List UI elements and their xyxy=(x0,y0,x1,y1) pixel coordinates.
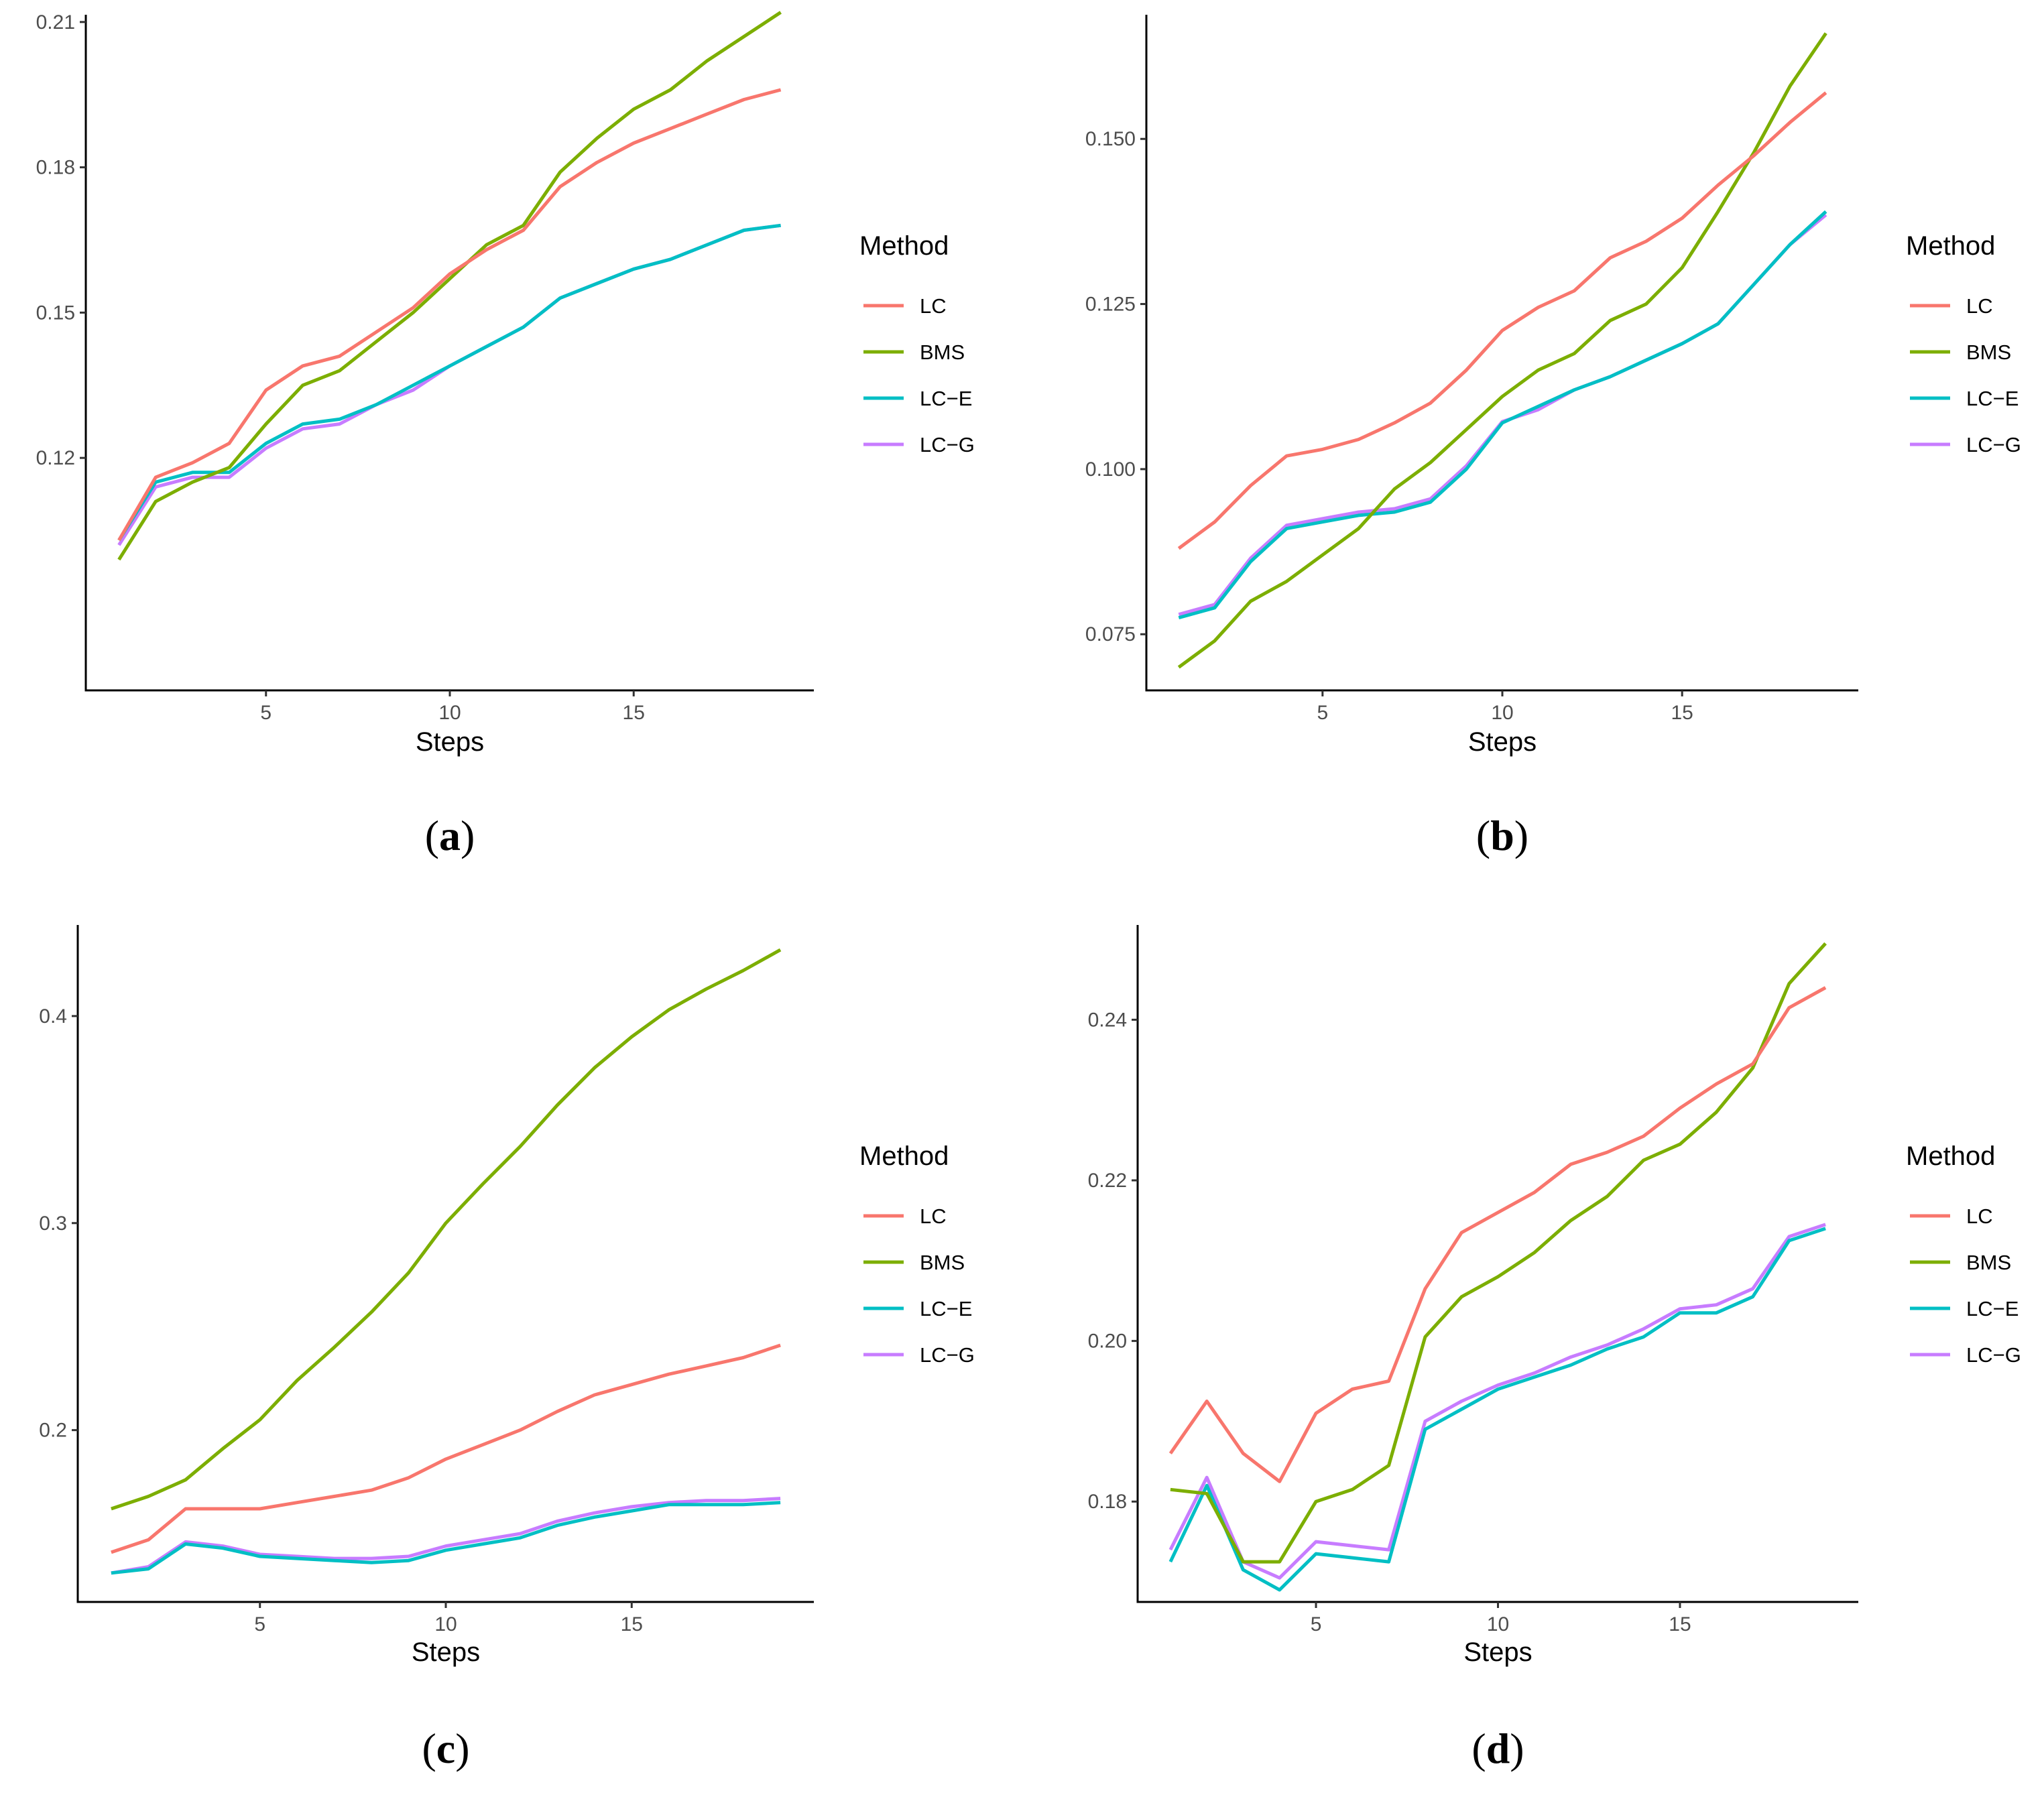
chart-panel-a: 0.12 0.15 0.18 0.21 5 10 15 Steps Method LC BMS LC−… xyxy=(36,11,975,859)
series-line-bms xyxy=(111,948,782,1511)
x-tick-label: 15 xyxy=(1669,1613,1691,1635)
panel-label: (b) xyxy=(1476,812,1528,859)
chart-panel-d: 0.18 0.20 0.22 0.24 5 10 15 Steps Method LC BMS LC−… xyxy=(1088,925,2021,1772)
legend-label-bms: BMS xyxy=(920,340,965,364)
panel-label: (a) xyxy=(425,812,475,859)
panel-label: (c) xyxy=(422,1725,469,1772)
y-tick-label: 0.15 xyxy=(36,302,75,324)
panel-label: (d) xyxy=(1471,1725,1524,1772)
legend: Method LC BMS LC−E LC−G xyxy=(1906,231,2021,456)
legend-title: Method xyxy=(1906,1141,1995,1171)
series-line-lc xyxy=(1168,986,1827,1483)
y-tick-label: 0.3 xyxy=(39,1213,67,1235)
legend-label-bms: BMS xyxy=(1966,1251,2011,1274)
legend-label-lc-g: LC−G xyxy=(920,1343,975,1367)
x-tick-label: 5 xyxy=(260,702,272,724)
legend: Method LC BMS LC−E LC−G xyxy=(1906,1141,2021,1367)
legend-label-lc-e: LC−E xyxy=(1966,387,2019,410)
y-tick-label: 0.150 xyxy=(1085,128,1136,150)
x-tick-label: 10 xyxy=(438,702,461,724)
legend-title: Method xyxy=(859,1141,949,1171)
legend-label-bms: BMS xyxy=(1966,340,2011,364)
x-tick-label: 10 xyxy=(434,1613,457,1635)
y-tick-label: 0.20 xyxy=(1088,1330,1127,1353)
x-tick-label: 10 xyxy=(1491,702,1513,724)
legend-label-lc: LC xyxy=(1966,294,1993,318)
legend: Method LC BMS LC−E LC−G xyxy=(859,1141,975,1367)
legend-label-lc: LC xyxy=(920,1204,947,1228)
series-lines xyxy=(117,11,782,561)
series-line-lc-g xyxy=(111,1497,781,1575)
series-line-lc-g xyxy=(1168,1223,1826,1580)
x-tick-label: 10 xyxy=(1487,1613,1509,1635)
legend: Method LC BMS LC−E LC−G xyxy=(859,231,975,456)
y-tick-label: 0.100 xyxy=(1085,458,1136,481)
series-line-lc-e xyxy=(1168,1227,1826,1592)
x-axis-title: Steps xyxy=(1468,727,1537,757)
x-tick-label: 5 xyxy=(1317,702,1328,724)
series-line-lc xyxy=(111,1343,781,1554)
series-line-lc-e xyxy=(117,223,781,542)
series-line-bms xyxy=(117,11,782,561)
y-tick-label: 0.24 xyxy=(1088,1009,1127,1031)
series-line-bms xyxy=(1170,942,1827,1564)
x-tick-label: 15 xyxy=(621,1613,643,1635)
y-tick-label: 0.4 xyxy=(39,1005,67,1028)
legend-label-lc: LC xyxy=(920,294,947,318)
x-tick-label: 15 xyxy=(623,702,645,724)
x-tick-label: 5 xyxy=(254,1613,265,1635)
x-tick-label: 5 xyxy=(1311,1613,1322,1635)
legend-title: Method xyxy=(1906,231,1995,261)
legend-label-lc-g: LC−G xyxy=(920,433,975,456)
y-tick-label: 0.2 xyxy=(39,1420,67,1442)
y-tick-label: 0.075 xyxy=(1085,623,1136,645)
legend-label-lc-e: LC−E xyxy=(920,1297,972,1320)
legend-label-bms: BMS xyxy=(920,1251,965,1274)
legend-label-lc-e: LC−E xyxy=(1966,1297,2019,1320)
series-lines xyxy=(1168,942,1827,1592)
legend-label-lc-g: LC−G xyxy=(1966,1343,2021,1367)
series-line-lc-e xyxy=(111,1501,781,1575)
x-axis-title: Steps xyxy=(1463,1637,1532,1667)
series-line-lc-e xyxy=(1178,210,1827,620)
y-tick-label: 0.18 xyxy=(1088,1491,1127,1513)
series-line-lc xyxy=(1177,91,1827,550)
series-line-lc-g xyxy=(1178,213,1827,617)
series-line-bms xyxy=(1177,32,1827,669)
series-line-lc xyxy=(117,88,782,542)
y-tick-label: 0.18 xyxy=(36,157,75,179)
y-tick-label: 0.22 xyxy=(1088,1170,1127,1192)
x-axis-title: Steps xyxy=(412,1637,480,1667)
x-tick-label: 15 xyxy=(1671,702,1693,724)
series-lines xyxy=(1177,32,1827,669)
y-tick-label: 0.12 xyxy=(36,447,75,469)
series-lines xyxy=(111,948,782,1575)
y-tick-label: 0.125 xyxy=(1085,294,1136,316)
chart-panel-c: 0.2 0.3 0.4 5 10 15 Steps Method LC BMS LC−E LC−G (c… xyxy=(39,925,975,1772)
chart-panel-b: 0.075 0.100 0.125 0.150 5 10 15 Steps Method LC BM… xyxy=(1085,15,2021,859)
x-axis-title: Steps xyxy=(416,727,484,757)
legend-title: Method xyxy=(859,231,949,261)
legend-label-lc: LC xyxy=(1966,1204,1993,1228)
y-tick-label: 0.21 xyxy=(36,11,75,34)
legend-label-lc-e: LC−E xyxy=(920,387,972,410)
legend-label-lc-g: LC−G xyxy=(1966,433,2021,456)
